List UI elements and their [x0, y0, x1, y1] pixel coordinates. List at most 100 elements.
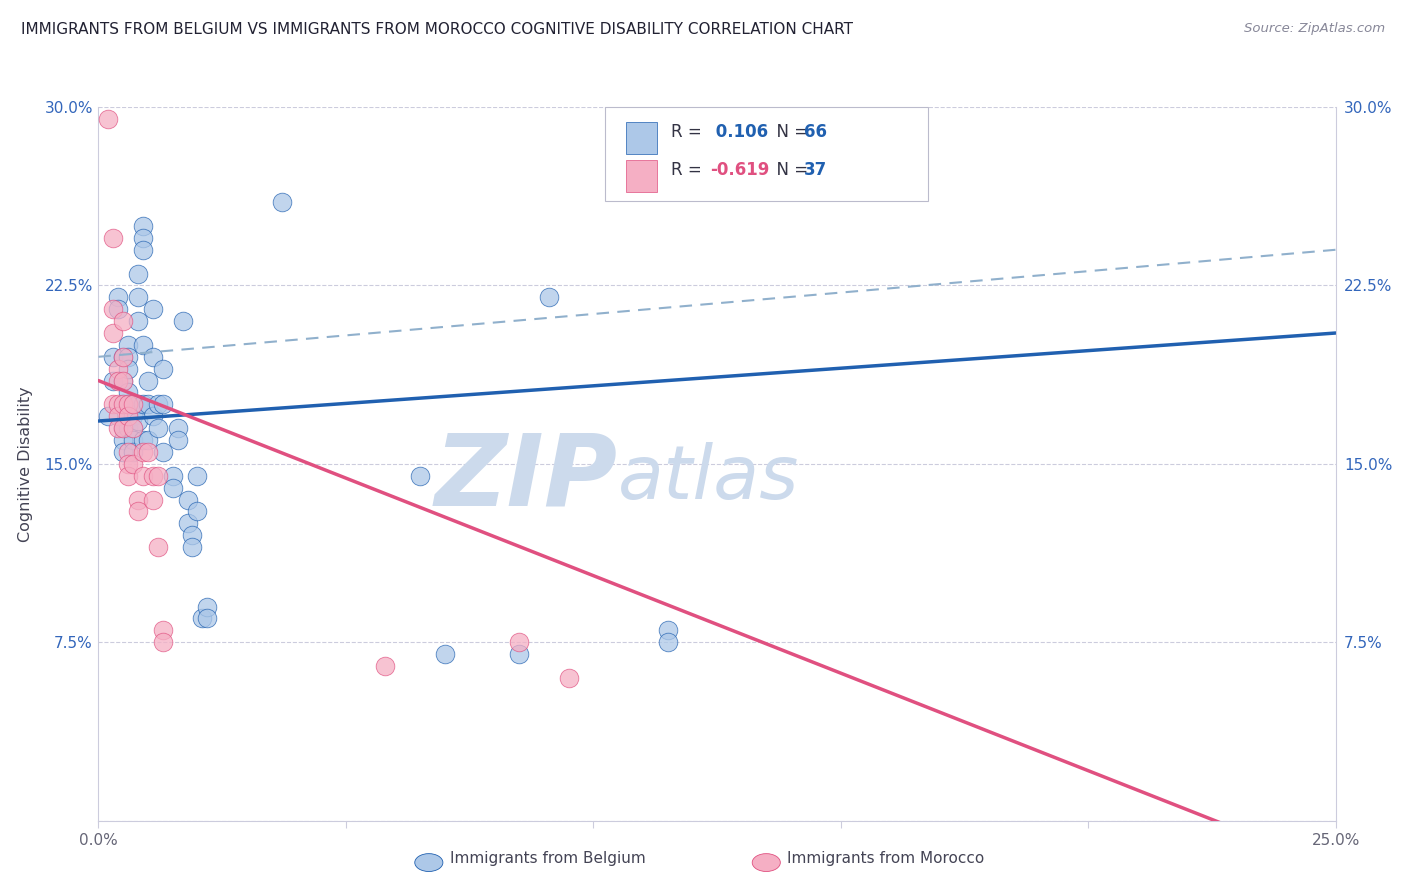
Point [127, 290, 149, 304]
Point [117, 445, 139, 459]
Point [117, 350, 139, 364]
Point [127, 267, 149, 281]
Text: atlas: atlas [619, 442, 800, 514]
Point [537, 290, 560, 304]
Point [117, 457, 139, 471]
Point [117, 385, 139, 400]
Text: ZIP: ZIP [434, 430, 619, 526]
Text: N =: N = [766, 161, 814, 178]
Point [152, 397, 174, 411]
Point [112, 374, 135, 388]
Point [112, 397, 135, 411]
Point [117, 338, 139, 352]
Point [142, 302, 165, 317]
Point [146, 397, 169, 411]
Point [166, 421, 188, 435]
Point [195, 611, 218, 625]
Point [103, 231, 125, 245]
Point [162, 468, 184, 483]
Point [132, 445, 155, 459]
Point [557, 671, 579, 685]
Point [107, 302, 129, 317]
Point [146, 540, 169, 554]
Point [122, 445, 145, 459]
Point [127, 492, 149, 507]
Text: N =: N = [766, 123, 814, 141]
Point [433, 647, 456, 661]
Point [117, 421, 139, 435]
Point [181, 528, 204, 542]
Point [117, 409, 139, 424]
Point [152, 361, 174, 376]
Point [136, 445, 159, 459]
Point [103, 350, 125, 364]
Point [97, 112, 120, 126]
Point [117, 409, 139, 424]
Point [136, 433, 159, 447]
Point [107, 397, 129, 411]
Text: Source: ZipAtlas.com: Source: ZipAtlas.com [1244, 22, 1385, 36]
Point [146, 421, 169, 435]
Point [127, 504, 149, 518]
Point [508, 647, 530, 661]
Point [132, 397, 155, 411]
Point [97, 409, 120, 424]
Point [146, 468, 169, 483]
Point [132, 219, 155, 233]
Text: Immigrants from Belgium: Immigrants from Belgium [450, 851, 645, 865]
Point [112, 374, 135, 388]
Point [122, 421, 145, 435]
Point [132, 468, 155, 483]
Text: -0.619: -0.619 [710, 161, 769, 178]
Point [142, 350, 165, 364]
Point [117, 361, 139, 376]
Point [176, 516, 198, 531]
Text: 37: 37 [804, 161, 828, 178]
Point [132, 433, 155, 447]
Point [107, 421, 129, 435]
Point [127, 397, 149, 411]
Text: 66: 66 [804, 123, 827, 141]
Point [142, 409, 165, 424]
Text: IMMIGRANTS FROM BELGIUM VS IMMIGRANTS FROM MOROCCO COGNITIVE DISABILITY CORRELAT: IMMIGRANTS FROM BELGIUM VS IMMIGRANTS FR… [21, 22, 853, 37]
Point [112, 421, 135, 435]
Point [152, 624, 174, 638]
Point [107, 409, 129, 424]
Point [195, 599, 218, 614]
Point [176, 492, 198, 507]
Point [152, 635, 174, 649]
Point [166, 433, 188, 447]
Point [142, 492, 165, 507]
Point [107, 374, 129, 388]
Point [132, 338, 155, 352]
Point [657, 635, 679, 649]
Point [181, 540, 204, 554]
Point [142, 468, 165, 483]
Point [186, 468, 208, 483]
Point [117, 468, 139, 483]
Point [103, 397, 125, 411]
Point [162, 481, 184, 495]
Point [508, 635, 530, 649]
Point [122, 397, 145, 411]
Point [172, 314, 194, 328]
Text: R =: R = [671, 123, 707, 141]
Point [103, 326, 125, 340]
Point [132, 231, 155, 245]
Point [112, 421, 135, 435]
Point [270, 195, 292, 210]
Point [127, 414, 149, 428]
Point [657, 624, 679, 638]
Point [107, 290, 129, 304]
Point [152, 445, 174, 459]
Point [122, 397, 145, 411]
Point [112, 350, 135, 364]
Point [117, 397, 139, 411]
Point [122, 457, 145, 471]
Point [409, 468, 432, 483]
Point [117, 397, 139, 411]
Point [136, 374, 159, 388]
Point [112, 397, 135, 411]
Point [112, 350, 135, 364]
Text: 0.106: 0.106 [710, 123, 768, 141]
